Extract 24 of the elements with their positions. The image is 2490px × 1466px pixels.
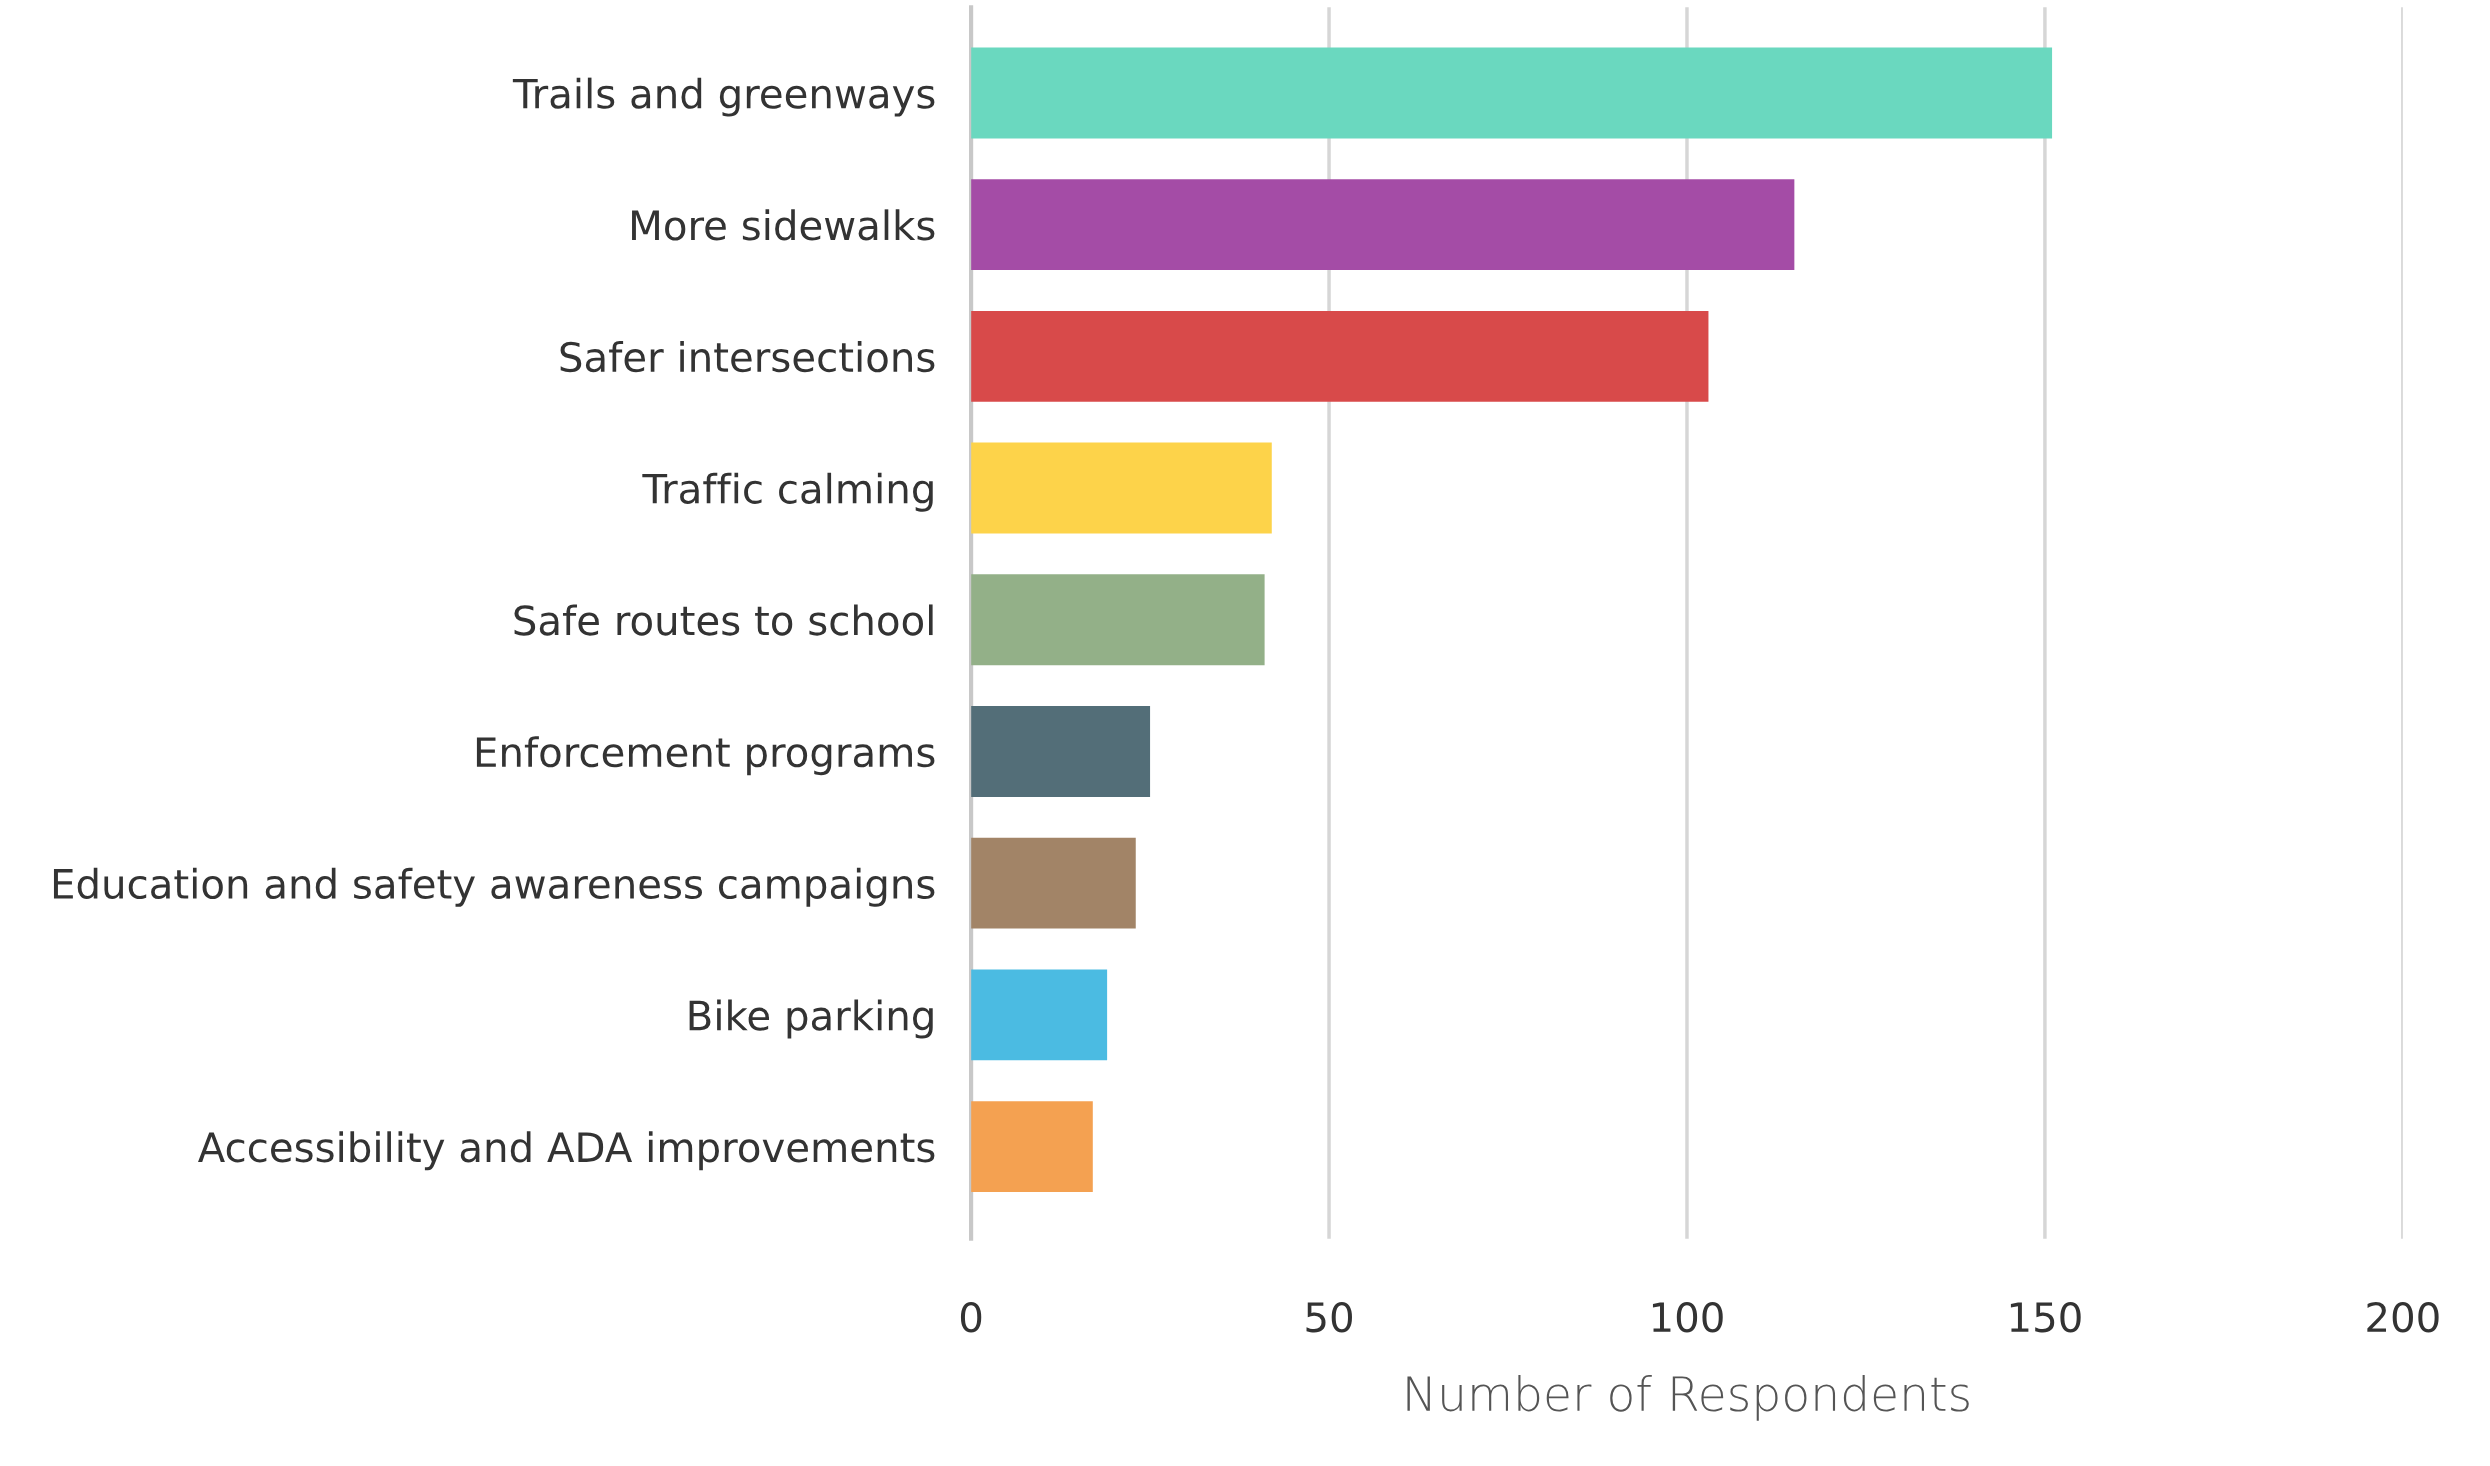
bar — [971, 969, 1108, 1061]
y-tick-label: More sidewalks — [632, 209, 935, 241]
y-tick-label: Bike parking — [689, 999, 933, 1039]
bar — [971, 442, 1272, 534]
bar — [971, 47, 2053, 139]
bar — [971, 837, 1136, 929]
x-tick-label: 50 — [1306, 1301, 1352, 1333]
y-tick-label: Safe routes to school — [514, 604, 933, 636]
y-tick-label: Education and safety awareness campaigns — [53, 867, 935, 907]
bar — [971, 574, 1265, 666]
y-tick-label: Enforcement programs — [476, 736, 935, 776]
bar — [971, 1101, 1093, 1193]
bar — [971, 310, 1709, 402]
x-tick-label: 200 — [2367, 1301, 2439, 1333]
y-tick-label: Accessibility and ADA improvements — [198, 1131, 935, 1171]
y-tick-label: Traffic calming — [642, 472, 933, 512]
bar — [971, 706, 1151, 797]
x-tick-label: 0 — [960, 1301, 982, 1333]
x-tick-label: 150 — [2010, 1301, 2081, 1333]
y-tick-label: Safer intersections — [560, 341, 935, 373]
bar — [971, 179, 1795, 271]
x-axis-title: Number of Respondents — [1407, 1374, 1969, 1421]
x-tick-label: 100 — [1652, 1301, 1723, 1333]
y-tick-label: Trails and greenways — [512, 77, 935, 117]
